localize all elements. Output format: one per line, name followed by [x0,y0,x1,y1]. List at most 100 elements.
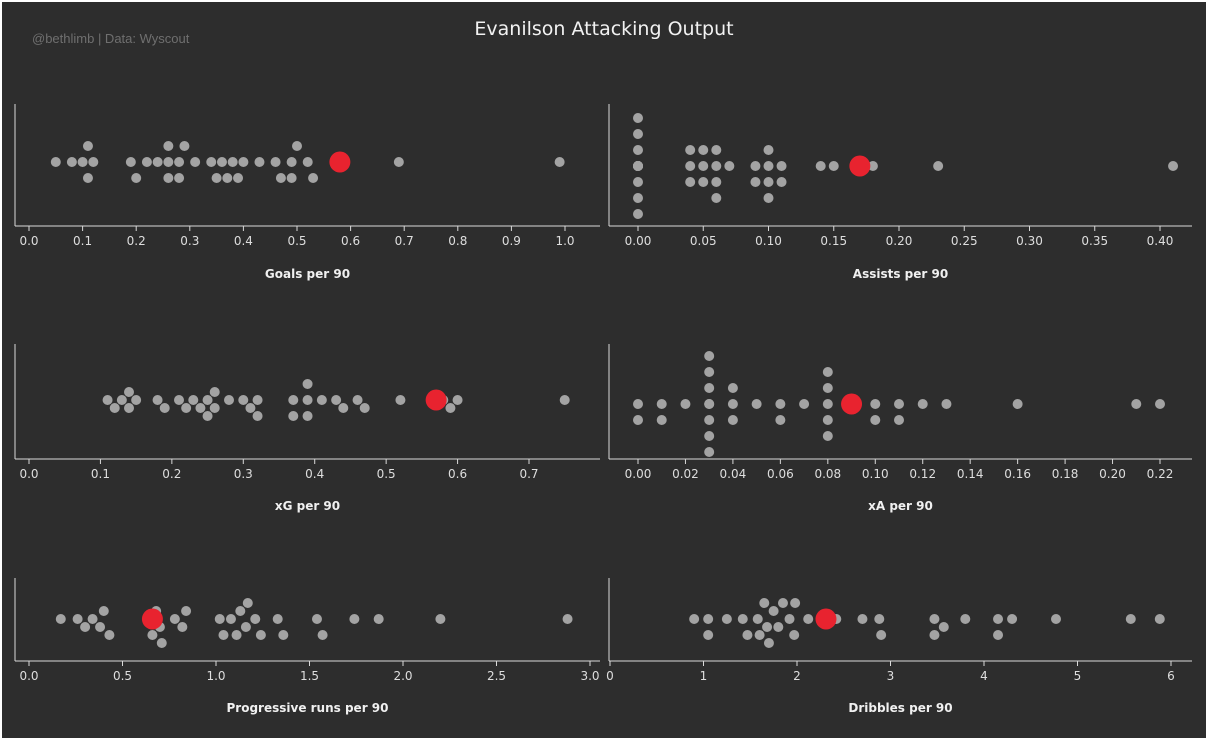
data-point [55,614,66,624]
data-point [224,395,234,405]
data-point [773,622,784,632]
data-point [750,177,761,187]
x-tick-label: 0.5 [287,234,306,248]
chart-title: Evanilson Attacking Output [474,18,734,40]
data-point [181,403,192,413]
data-point [704,367,715,377]
data-point [209,403,220,413]
data-point [559,395,570,405]
x-axis-label: Goals per 90 [265,267,350,281]
data-point [633,161,643,171]
x-tick-label: 3.0 [580,669,599,683]
data-point [711,193,722,203]
data-point [349,614,360,624]
x-tick-label: 0.08 [814,467,841,481]
data-point [272,614,283,624]
data-point [331,395,342,405]
x-tick-label: 0.22 [1147,467,1174,481]
data-point [218,630,229,640]
x-tick-label: 0.20 [1099,467,1126,481]
data-point [784,614,795,624]
data-point [751,399,762,409]
data-point [202,395,213,405]
data-point [822,431,833,441]
data-point [938,622,949,632]
data-point [633,209,643,219]
data-point [876,630,887,640]
data-point [116,395,127,405]
data-point [762,622,773,632]
data-point [278,630,289,640]
data-point [50,157,61,167]
x-tick-label: 2 [793,669,801,683]
data-point [870,415,881,425]
x-tick-label: 0.16 [1004,467,1031,481]
data-point [233,173,244,183]
data-point [124,403,134,413]
data-point [993,630,1004,640]
x-axis-label: xG per 90 [275,499,340,513]
data-point [131,395,142,405]
data-point [395,395,406,405]
x-tick-label: 0.05 [690,234,717,248]
x-tick-label: 0.4 [305,467,324,481]
data-point [181,606,192,616]
data-point [238,157,249,167]
data-point [1125,614,1136,624]
data-point [727,383,738,393]
data-point [704,383,715,393]
data-point [656,399,667,409]
data-point [452,395,463,405]
data-point [359,403,370,413]
data-point [776,161,787,171]
data-point [633,177,643,187]
data-point [163,157,174,167]
x-tick-label: 0.10 [755,234,782,248]
data-point [174,173,185,183]
data-point [209,387,220,397]
data-point [689,614,700,624]
x-tick-label: 2.5 [487,669,506,683]
data-point [763,177,774,187]
x-tick-label: 0.00 [625,234,652,248]
data-point [822,399,833,409]
data-point [141,157,152,167]
data-point [235,606,246,616]
data-point [102,395,113,405]
x-tick-label: 0.9 [502,234,521,248]
data-point [704,399,715,409]
x-tick-label: 0.14 [957,467,984,481]
data-point [216,157,227,167]
x-axis-label: Progressive runs per 90 [227,701,389,715]
data-point [929,614,940,624]
data-point [759,598,770,608]
data-point [775,415,786,425]
data-point [704,447,715,457]
data-point [737,614,748,624]
x-tick-label: 0.00 [625,467,652,481]
data-point [703,614,714,624]
data-point [156,638,167,648]
data-point [633,399,643,409]
data-point [77,157,88,167]
data-point [799,399,810,409]
x-tick-label: 5 [1074,669,1082,683]
data-point [754,630,765,640]
data-point [98,606,109,616]
data-point [316,395,327,405]
x-tick-label: 0.10 [862,467,889,481]
data-point [633,113,643,123]
data-point [179,141,190,151]
x-tick-label: 0.18 [1052,467,1079,481]
x-tick-label: 0.8 [448,234,467,248]
data-point [562,614,573,624]
data-point [445,403,456,413]
data-point [254,157,265,167]
data-point [288,411,299,421]
x-tick-label: 1.0 [206,669,225,683]
data-point [286,173,297,183]
data-point [317,630,328,640]
data-point [775,399,786,409]
x-tick-label: 0.5 [377,467,396,481]
data-point [703,630,714,640]
